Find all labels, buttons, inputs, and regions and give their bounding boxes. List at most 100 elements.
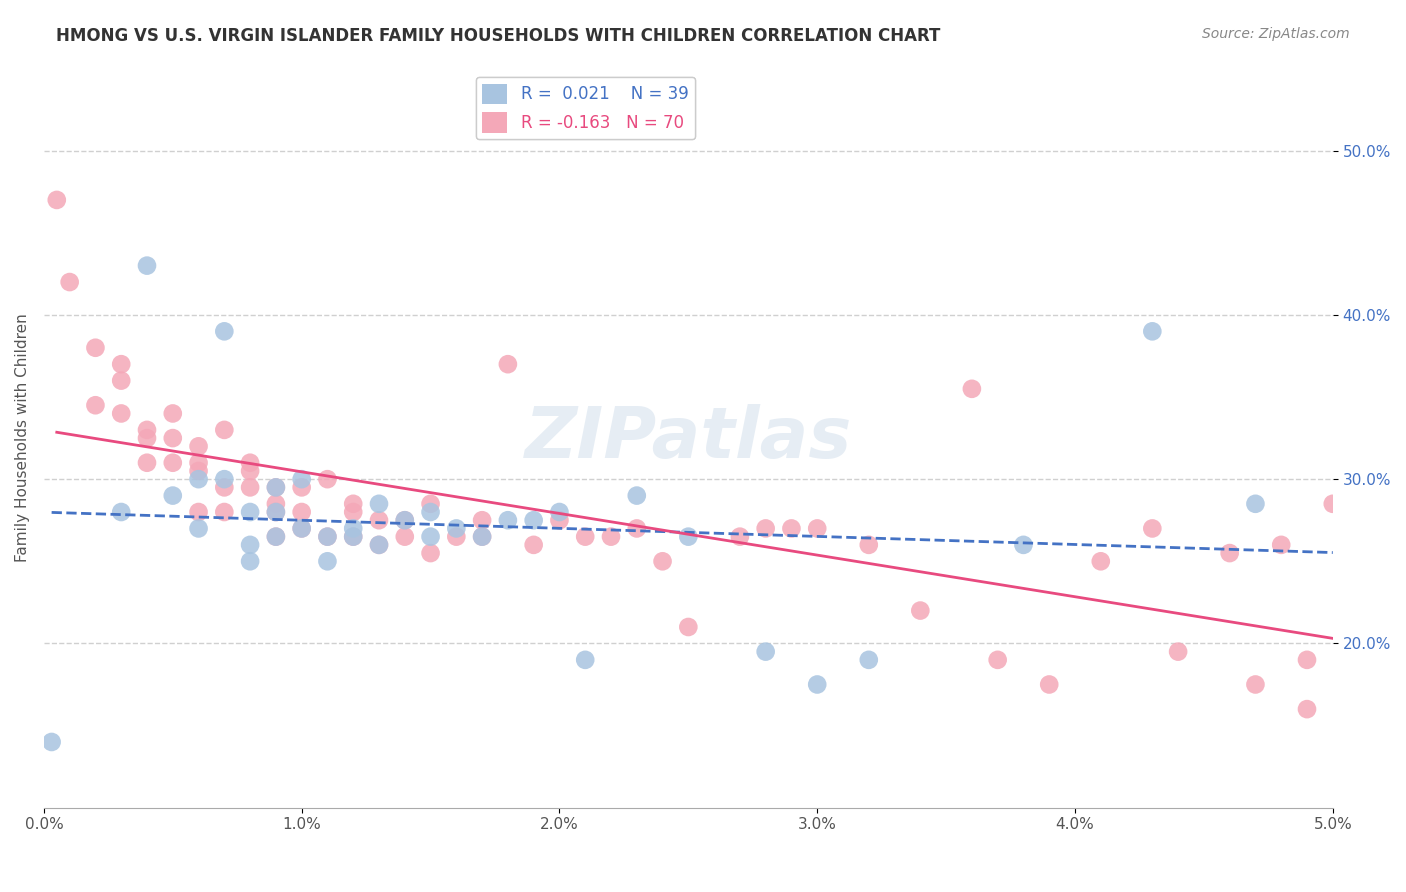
Point	[626, 489, 648, 503]
Point	[987, 653, 1010, 667]
Point	[523, 513, 546, 527]
Point	[264, 505, 287, 519]
Point	[214, 472, 236, 486]
Point	[187, 505, 209, 519]
Point	[496, 513, 519, 527]
Point	[678, 530, 700, 544]
Point	[162, 489, 184, 503]
Point	[651, 554, 673, 568]
Point	[626, 521, 648, 535]
Point	[548, 505, 571, 519]
Point	[446, 521, 468, 535]
Point	[136, 431, 159, 445]
Point	[214, 324, 236, 338]
Point	[471, 530, 494, 544]
Point	[960, 382, 983, 396]
Point	[1219, 546, 1241, 560]
Point	[471, 513, 494, 527]
Point	[316, 530, 339, 544]
Point	[214, 505, 236, 519]
Point	[419, 505, 441, 519]
Point	[110, 374, 132, 388]
Legend: R =  0.021    N = 39, R = -0.163   N = 70: R = 0.021 N = 39, R = -0.163 N = 70	[475, 77, 695, 139]
Point	[574, 653, 596, 667]
Point	[910, 603, 932, 617]
Point	[291, 480, 314, 494]
Point	[264, 497, 287, 511]
Point	[342, 505, 364, 519]
Point	[84, 341, 107, 355]
Point	[41, 735, 63, 749]
Y-axis label: Family Households with Children: Family Households with Children	[15, 314, 30, 563]
Point	[548, 513, 571, 527]
Point	[419, 546, 441, 560]
Point	[136, 456, 159, 470]
Point	[1270, 538, 1292, 552]
Point	[59, 275, 82, 289]
Point	[368, 538, 391, 552]
Point	[394, 513, 416, 527]
Point	[136, 423, 159, 437]
Point	[187, 521, 209, 535]
Point	[600, 530, 623, 544]
Point	[239, 464, 262, 478]
Point	[755, 521, 778, 535]
Point	[162, 431, 184, 445]
Point	[1038, 677, 1060, 691]
Point	[291, 521, 314, 535]
Point	[264, 480, 287, 494]
Point	[214, 423, 236, 437]
Point	[162, 456, 184, 470]
Point	[1167, 645, 1189, 659]
Point	[291, 472, 314, 486]
Point	[84, 398, 107, 412]
Point	[316, 554, 339, 568]
Point	[342, 530, 364, 544]
Point	[110, 357, 132, 371]
Point	[45, 193, 67, 207]
Point	[264, 530, 287, 544]
Point	[394, 513, 416, 527]
Point	[419, 530, 441, 544]
Point	[110, 505, 132, 519]
Point	[1296, 653, 1319, 667]
Point	[1244, 677, 1267, 691]
Point	[187, 456, 209, 470]
Point	[136, 259, 159, 273]
Point	[264, 505, 287, 519]
Point	[523, 538, 546, 552]
Text: HMONG VS U.S. VIRGIN ISLANDER FAMILY HOUSEHOLDS WITH CHILDREN CORRELATION CHART: HMONG VS U.S. VIRGIN ISLANDER FAMILY HOU…	[56, 27, 941, 45]
Point	[264, 480, 287, 494]
Point	[1244, 497, 1267, 511]
Point	[471, 530, 494, 544]
Point	[187, 464, 209, 478]
Point	[574, 530, 596, 544]
Point	[239, 538, 262, 552]
Point	[858, 538, 880, 552]
Text: Source: ZipAtlas.com: Source: ZipAtlas.com	[1202, 27, 1350, 41]
Point	[1322, 497, 1344, 511]
Point	[110, 407, 132, 421]
Point	[162, 407, 184, 421]
Point	[342, 521, 364, 535]
Point	[1142, 521, 1164, 535]
Point	[368, 497, 391, 511]
Point	[214, 480, 236, 494]
Point	[187, 439, 209, 453]
Point	[678, 620, 700, 634]
Point	[239, 456, 262, 470]
Point	[342, 530, 364, 544]
Point	[1296, 702, 1319, 716]
Point	[780, 521, 803, 535]
Point	[316, 472, 339, 486]
Point	[728, 530, 751, 544]
Text: ZIPatlas: ZIPatlas	[524, 403, 852, 473]
Point	[368, 513, 391, 527]
Point	[1090, 554, 1112, 568]
Point	[394, 530, 416, 544]
Point	[239, 554, 262, 568]
Point	[858, 653, 880, 667]
Point	[291, 521, 314, 535]
Point	[446, 530, 468, 544]
Point	[316, 530, 339, 544]
